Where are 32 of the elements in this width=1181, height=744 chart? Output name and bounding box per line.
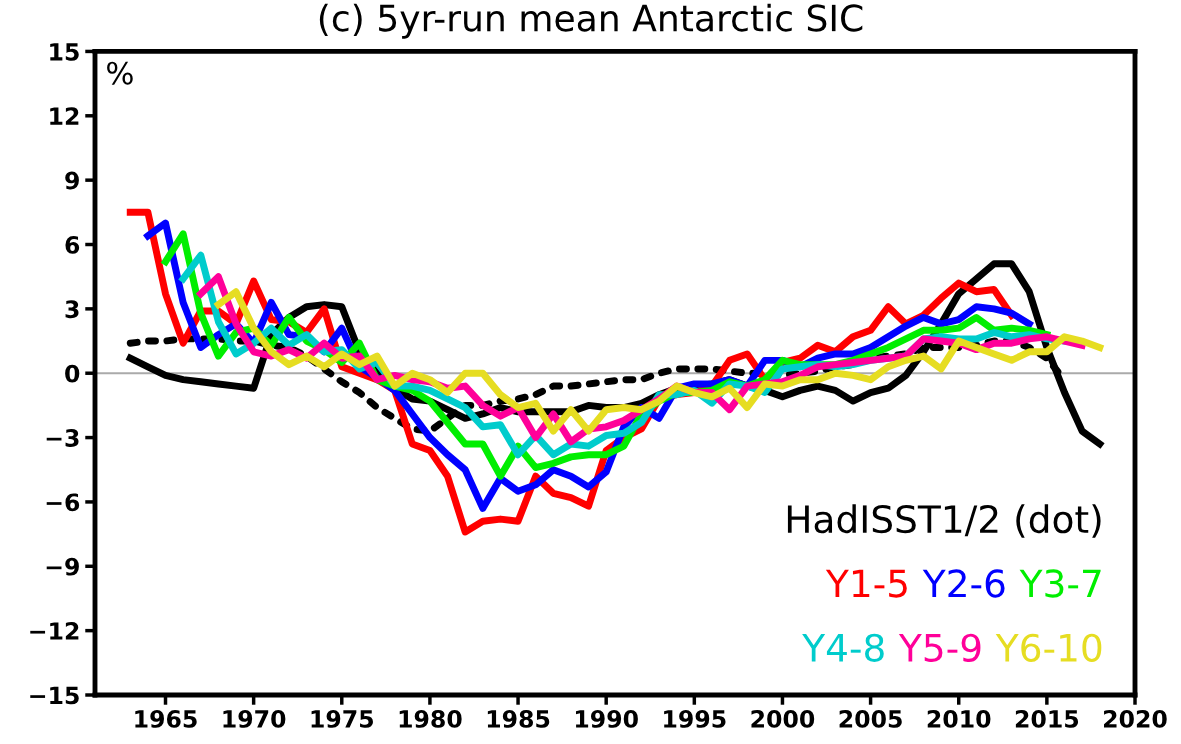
y-tick-label: 0	[65, 364, 80, 383]
y-tick-label: −3	[46, 429, 79, 447]
x-tick-label: 2010	[927, 710, 991, 728]
x-tick-label: 2020	[1104, 710, 1167, 728]
y-tick-label: 6	[65, 235, 80, 254]
y-tick-label: 15	[50, 43, 79, 61]
x-tick-label: 1975	[311, 710, 373, 728]
chart-title: (c) 5yr-run mean Antarctic SIC	[319, 3, 863, 39]
text: Y1-5	[825, 569, 907, 598]
annotation: %	[107, 61, 133, 85]
y-tick-label: −15	[30, 686, 79, 705]
x-tick-label: 1990	[575, 710, 638, 728]
text: Y5-9	[898, 633, 981, 662]
text: Y3-7	[1019, 569, 1101, 598]
x-tick-label: 1985	[487, 710, 550, 728]
y-tick-label: −12	[30, 622, 79, 640]
text: Y4-8	[802, 633, 884, 662]
x-tick-label: 1980	[399, 710, 462, 728]
text: Y6-10	[995, 633, 1102, 662]
x-tick-label: 1995	[664, 710, 726, 728]
text: Y2-6	[922, 569, 1005, 598]
y-tick-label: 9	[65, 171, 79, 190]
x-tick-label: 1965	[135, 710, 197, 728]
x-tick-label: 1970	[223, 710, 286, 728]
x-tick-label: 2015	[1015, 710, 1079, 728]
text: HadISST1/2 (dot)	[787, 504, 1101, 538]
y-tick-label: 3	[65, 300, 79, 319]
y-tick-label: −9	[46, 557, 79, 576]
x-tick-label: 2005	[839, 710, 902, 728]
y-tick-label: −6	[46, 493, 80, 512]
x-tick-label: 2000	[751, 710, 815, 728]
y-tick-label: 12	[50, 107, 79, 125]
